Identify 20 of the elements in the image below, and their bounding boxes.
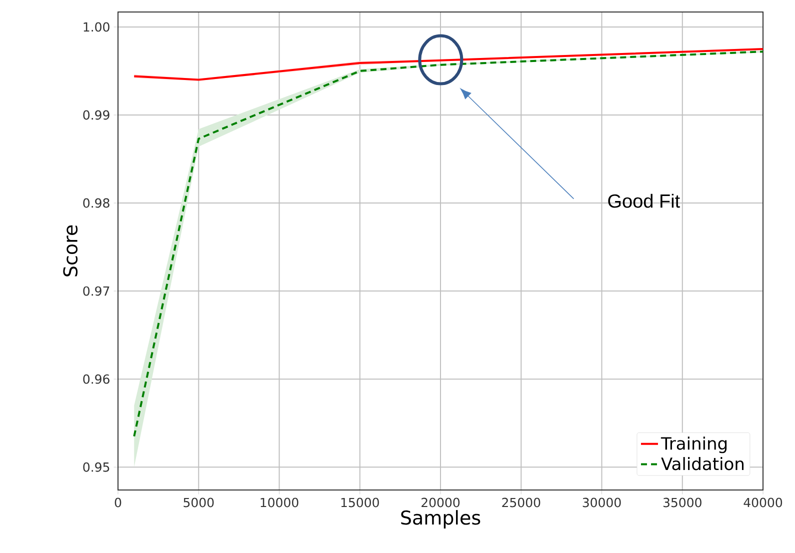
x-tick-label: 5000 (184, 498, 214, 508)
y-tick-label: 1.00 (84, 22, 110, 32)
legend-label: Training (660, 436, 727, 454)
x-tick-label: 10000 (260, 498, 298, 508)
annotation: Good Fit (608, 194, 680, 208)
y-tick-label: 0.98 (83, 198, 110, 208)
x-tick-label: 20000 (422, 498, 460, 508)
x-tick-label: 30000 (582, 498, 621, 508)
x-tick-label: 35000 (663, 498, 702, 508)
x-tick-label: 40000 (744, 498, 782, 508)
x-tick-label: 0 (114, 498, 122, 508)
x-tick-label: 15000 (341, 498, 379, 508)
y-axis-title: Score (63, 225, 78, 276)
y-tick-label: 0.95 (83, 462, 110, 472)
y-tick-label: 0.97 (83, 286, 110, 296)
legend-label: Validation (661, 457, 744, 470)
x-tick-label: 25000 (502, 498, 540, 508)
x-axis-title: Samples (401, 510, 480, 528)
y-tick-label: 0.96 (83, 374, 110, 384)
y-tick-label: 0.99 (83, 110, 110, 120)
